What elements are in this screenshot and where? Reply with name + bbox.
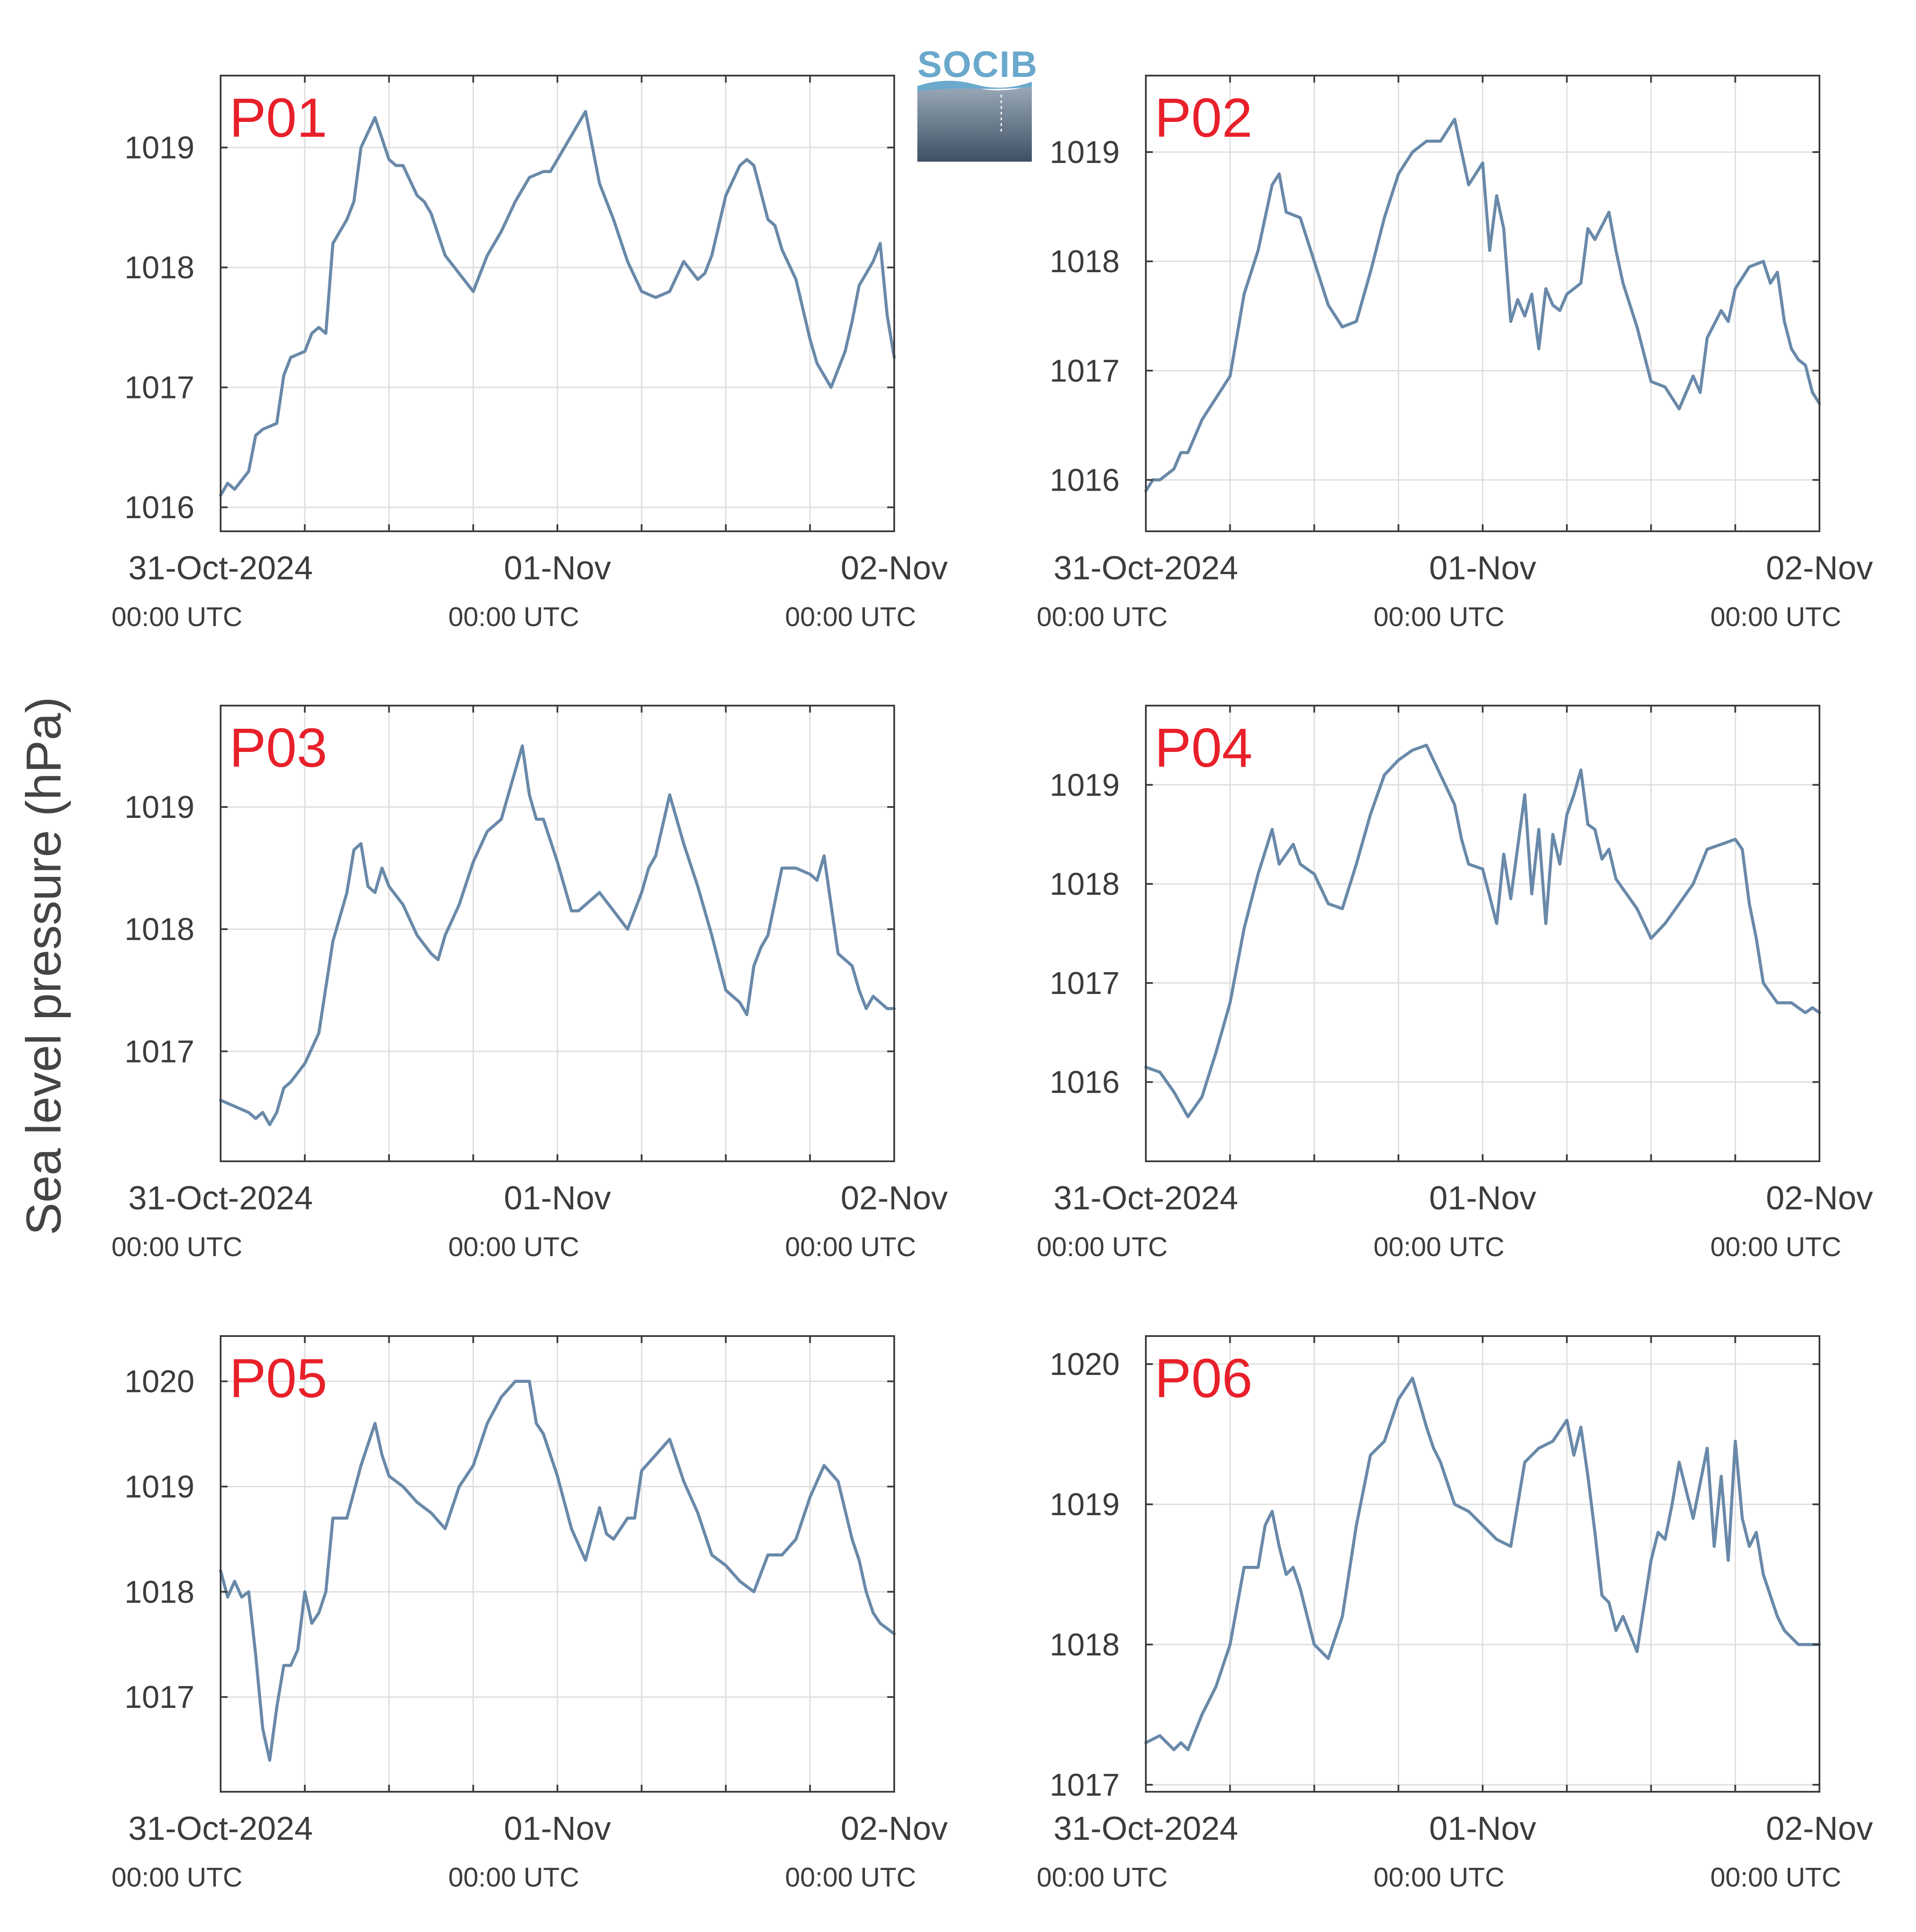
p01-xtick-sublabel: 00:00 UTC xyxy=(111,602,242,632)
p05-xtick-sublabel: 00:00 UTC xyxy=(448,1863,579,1893)
p03-xtick-sublabel: 00:00 UTC xyxy=(785,1232,916,1262)
p02-ytick-label: 1017 xyxy=(1050,353,1120,388)
p04-xtick-sublabel: 00:00 UTC xyxy=(1710,1232,1841,1262)
p03-ytick-label: 1017 xyxy=(125,1034,194,1069)
socib-logo-text: SOCIB xyxy=(917,44,1038,85)
p03-xtick-sublabel: 00:00 UTC xyxy=(448,1232,579,1262)
p02-xtick-label: 02-Nov xyxy=(1766,550,1873,587)
p05-xtick-label: 01-Nov xyxy=(504,1810,611,1847)
p03-xtick-sublabel: 00:00 UTC xyxy=(111,1232,242,1262)
p06-xtick-label: 31-Oct-2024 xyxy=(1054,1810,1238,1847)
p05-ytick-label: 1020 xyxy=(125,1364,194,1399)
p06-ytick-label: 1018 xyxy=(1050,1627,1120,1662)
p02-xtick-sublabel: 00:00 UTC xyxy=(1710,602,1841,632)
p05-series-line xyxy=(219,1380,896,1762)
p02-ytick-label: 1018 xyxy=(1050,244,1120,279)
p04-series-line xyxy=(1144,744,1821,1118)
p04-xtick-label: 01-Nov xyxy=(1429,1180,1536,1217)
p04-xtick-sublabel: 00:00 UTC xyxy=(1037,1232,1168,1262)
p06-xtick-label: 02-Nov xyxy=(1766,1810,1873,1847)
p04-xtick-sublabel: 00:00 UTC xyxy=(1373,1232,1504,1262)
p06-xtick-sublabel: 00:00 UTC xyxy=(1373,1863,1504,1893)
p01-ytick-label: 1019 xyxy=(125,131,194,166)
p03-ytick-label: 1019 xyxy=(125,790,194,825)
p02-panel-label: P02 xyxy=(1155,87,1252,149)
p03-xtick-label: 31-Oct-2024 xyxy=(128,1180,313,1217)
p05-xtick-sublabel: 00:00 UTC xyxy=(111,1863,242,1893)
p02-ytick-label: 1019 xyxy=(1050,135,1120,170)
p01-series-line xyxy=(219,110,896,497)
p05-ytick-label: 1017 xyxy=(125,1680,194,1715)
p02-xtick-label: 31-Oct-2024 xyxy=(1054,550,1238,587)
p05-xtick-sublabel: 00:00 UTC xyxy=(785,1863,916,1893)
p01-panel-label: P01 xyxy=(229,87,327,149)
socib-logo-mark xyxy=(917,80,1032,162)
p04-ytick-label: 1018 xyxy=(1050,867,1120,902)
p03-panel-label: P03 xyxy=(229,717,327,779)
p06-panel-label: P06 xyxy=(1155,1347,1252,1409)
p06-series-line xyxy=(1144,1376,1821,1752)
p01-ytick-label: 1016 xyxy=(125,490,194,525)
p06-xtick-label: 01-Nov xyxy=(1429,1810,1536,1847)
p03-xtick-label: 02-Nov xyxy=(841,1180,948,1217)
p05-panel-label: P05 xyxy=(229,1347,327,1409)
p04-panel-label: P04 xyxy=(1155,717,1252,779)
p02-xtick-sublabel: 00:00 UTC xyxy=(1373,602,1504,632)
p06-ytick-label: 1019 xyxy=(1050,1487,1120,1522)
socib-logo: SOCIB xyxy=(917,44,1038,162)
p04-ytick-label: 1017 xyxy=(1050,966,1120,1001)
p01-xtick-label: 31-Oct-2024 xyxy=(128,550,313,587)
p05-xtick-label: 02-Nov xyxy=(841,1810,948,1847)
p01-xtick-label: 02-Nov xyxy=(841,550,948,587)
p06-ytick-label: 1017 xyxy=(1050,1768,1120,1803)
p04-ytick-label: 1019 xyxy=(1050,768,1120,803)
p03-xtick-label: 01-Nov xyxy=(504,1180,611,1217)
p01-ytick-label: 1018 xyxy=(125,250,194,285)
p03-ytick-label: 1018 xyxy=(125,912,194,947)
p02-xtick-label: 01-Nov xyxy=(1429,550,1536,587)
p01-xtick-sublabel: 00:00 UTC xyxy=(448,602,579,632)
p01-xtick-label: 01-Nov xyxy=(504,550,611,587)
p06-ytick-label: 1020 xyxy=(1050,1347,1120,1382)
p02-ytick-label: 1016 xyxy=(1050,463,1120,498)
p02-series-line xyxy=(1144,118,1821,492)
p04-ytick-label: 1016 xyxy=(1050,1065,1120,1100)
p05-ytick-label: 1019 xyxy=(125,1469,194,1504)
p04-xtick-label: 31-Oct-2024 xyxy=(1054,1180,1238,1217)
y-axis-label: Sea level pressure (hPa) xyxy=(16,696,71,1236)
p04-xtick-label: 02-Nov xyxy=(1766,1180,1873,1217)
p03-series-line xyxy=(219,744,896,1126)
p01-ytick-label: 1017 xyxy=(125,370,194,405)
p01-xtick-sublabel: 00:00 UTC xyxy=(785,602,916,632)
p06-xtick-sublabel: 00:00 UTC xyxy=(1037,1863,1168,1893)
p06-xtick-sublabel: 00:00 UTC xyxy=(1710,1863,1841,1893)
p05-ytick-label: 1018 xyxy=(125,1575,194,1610)
p05-xtick-label: 31-Oct-2024 xyxy=(128,1810,313,1847)
p02-xtick-sublabel: 00:00 UTC xyxy=(1037,602,1168,632)
